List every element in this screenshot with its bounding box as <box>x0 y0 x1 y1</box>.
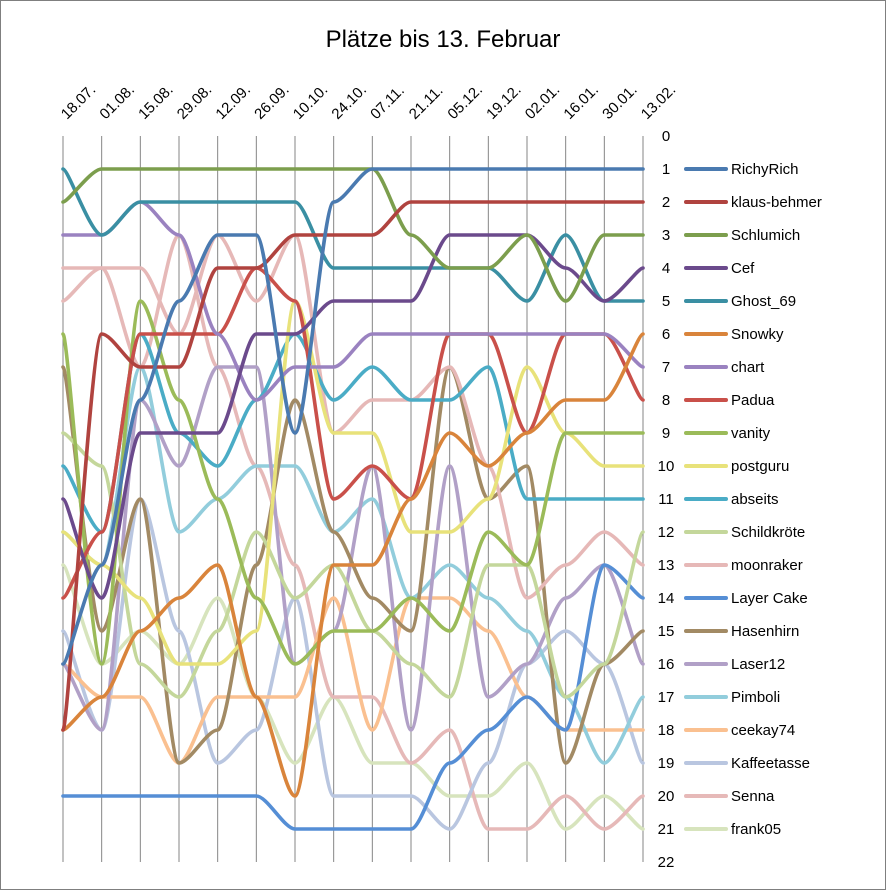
x-tick-label: 13.02. <box>638 81 680 123</box>
y-tick-label: 18 <box>658 722 675 739</box>
y-tick-label: 21 <box>658 821 675 838</box>
legend-label: Layer Cake <box>731 590 808 607</box>
x-tick-label: 15.08. <box>135 81 177 123</box>
legend-label: moonraker <box>731 557 803 574</box>
legend-label: Hasenhirn <box>731 623 799 640</box>
y-tick-label: 12 <box>658 524 675 541</box>
y-tick-label: 10 <box>658 458 675 475</box>
x-tick-label: 02.01. <box>522 81 564 123</box>
x-tick-label: 10.10. <box>290 81 332 123</box>
legend-label: Cef <box>731 260 755 277</box>
series-line-padua <box>61 266 645 600</box>
y-tick-label: 13 <box>658 557 675 574</box>
y-tick-label: 1 <box>662 161 670 178</box>
y-tick-label: 3 <box>662 227 670 244</box>
y-tick-label: 17 <box>658 689 675 706</box>
series-line-richyrich <box>61 167 645 666</box>
legend-label: Laser12 <box>731 656 785 673</box>
y-tick-label: 8 <box>662 392 670 409</box>
y-tick-label: 9 <box>662 425 670 442</box>
series-line-snowky <box>61 332 645 798</box>
legend: RichyRich klaus-behmer Schlumich Cef Ghost_6… <box>684 161 822 838</box>
x-tick-label: 30.01. <box>599 81 641 123</box>
legend-label: Padua <box>731 392 775 409</box>
series-line-schildkr-te <box>61 431 645 699</box>
y-tick-label: 11 <box>658 491 674 508</box>
y-tick-label: 14 <box>658 590 675 607</box>
series-line-postguru <box>61 299 645 666</box>
chart-title: Plätze bis 13. Februar <box>325 26 561 53</box>
series-lines <box>61 167 645 831</box>
y-tick-label: 5 <box>662 293 670 310</box>
y-tick-label: 0 <box>662 128 670 145</box>
x-tick-label: 05.12. <box>444 81 486 123</box>
x-tick-label: 18.07. <box>58 81 100 123</box>
series-line-ghost-69 <box>61 167 645 303</box>
x-tick-label: 07.11. <box>367 82 408 123</box>
y-tick-label: 2 <box>662 194 670 211</box>
series-line-klaus-behmer <box>61 200 645 732</box>
legend-label: postguru <box>731 458 789 475</box>
series-line-hasenhirn <box>61 365 645 765</box>
series-line-pimboli <box>61 365 645 765</box>
x-tick-label: 12.09. <box>212 81 254 123</box>
legend-label: Schildkröte <box>731 524 805 541</box>
legend-label: ceekay74 <box>731 722 795 739</box>
y-tick-label: 16 <box>658 656 675 673</box>
legend-label: chart <box>731 359 765 376</box>
y-tick-label: 19 <box>658 755 675 772</box>
legend-label: Ghost_69 <box>731 293 796 310</box>
legend-label: klaus-behmer <box>731 194 822 211</box>
x-tick-label: 01.08. <box>96 81 138 123</box>
x-tick-label: 26.09. <box>251 81 293 123</box>
x-tick-label: 19.12. <box>483 81 525 123</box>
legend-label: vanity <box>731 425 771 442</box>
legend-label: Kaffeetasse <box>731 755 810 772</box>
series-line-layer-cake <box>61 563 645 831</box>
y-tick-label: 20 <box>658 788 675 805</box>
series-line-chart <box>61 200 645 402</box>
y-tick-label: 7 <box>662 359 670 376</box>
legend-label: RichyRich <box>731 161 799 178</box>
legend-label: abseits <box>731 491 779 508</box>
legend-label: Schlumich <box>731 227 800 244</box>
x-tick-label: 29.08. <box>174 81 216 123</box>
legend-label: Snowky <box>731 326 784 343</box>
y-tick-label: 22 <box>658 854 675 871</box>
series-line-senna <box>61 233 645 831</box>
y-tick-label: 15 <box>658 623 675 640</box>
x-tick-label: 21.11. <box>406 82 447 123</box>
legend-label: frank05 <box>731 821 781 838</box>
x-tick-label: 24.10. <box>328 81 370 123</box>
y-tick-label: 4 <box>662 260 670 277</box>
legend-label: Senna <box>731 788 775 805</box>
legend-label: Pimboli <box>731 689 780 706</box>
series-line-laser12 <box>61 365 645 732</box>
x-tick-label: 16.01. <box>560 81 602 123</box>
y-tick-label: 6 <box>662 326 670 343</box>
